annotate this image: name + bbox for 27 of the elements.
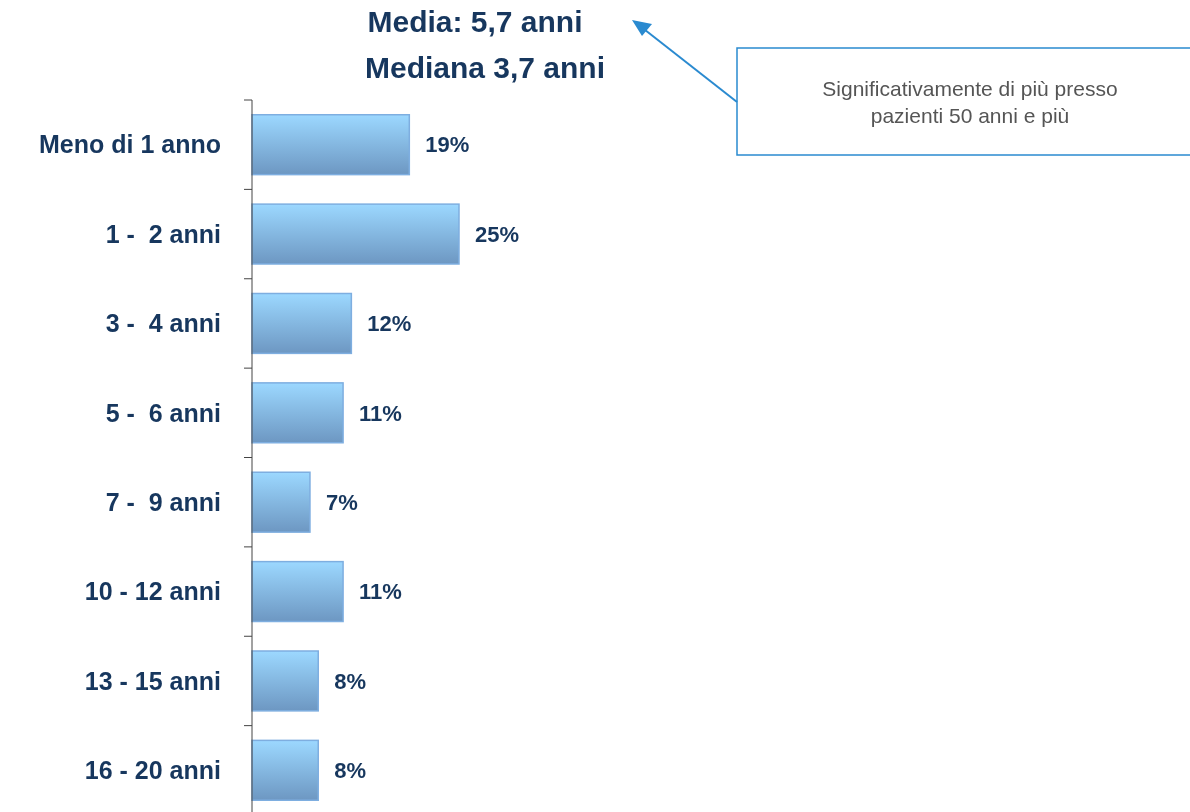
y-tick-label: 5 - 6 anni [105, 398, 221, 427]
y-tick-label: 13 - 15 anni [84, 666, 221, 695]
bar [251, 114, 411, 176]
data-label: 11% [359, 579, 402, 605]
y-tick-label: 7 - 9 anni [105, 487, 221, 516]
y-tick-label: Meno di 1 anno [39, 130, 221, 159]
y-tick-label: 1 - 2 anni [105, 219, 221, 248]
chart-subtitle: Mediana 3,7 anni [364, 51, 606, 84]
bar [251, 471, 311, 533]
data-label: 8% [334, 758, 367, 784]
bar [251, 203, 460, 265]
data-label: 19% [425, 132, 470, 158]
data-label: 8% [334, 668, 367, 694]
y-tick-label: 10 - 12 anni [84, 577, 221, 606]
data-label: 25% [475, 221, 520, 247]
chart-title: Media: 5,7 anni [367, 5, 583, 38]
bar [251, 650, 319, 712]
bar [251, 560, 344, 623]
y-tick-label: 16 - 20 anni [84, 756, 221, 785]
text: Significativamente di più presso pazienti 50 anni e più [822, 77, 1118, 128]
bar [251, 292, 353, 355]
data-label: 12% [367, 311, 412, 337]
data-label: 11% [359, 400, 402, 426]
bar [251, 382, 344, 444]
y-tick-label: 3 - 4 anni [105, 309, 221, 338]
data-label: 7% [325, 489, 358, 515]
bar [251, 739, 319, 801]
